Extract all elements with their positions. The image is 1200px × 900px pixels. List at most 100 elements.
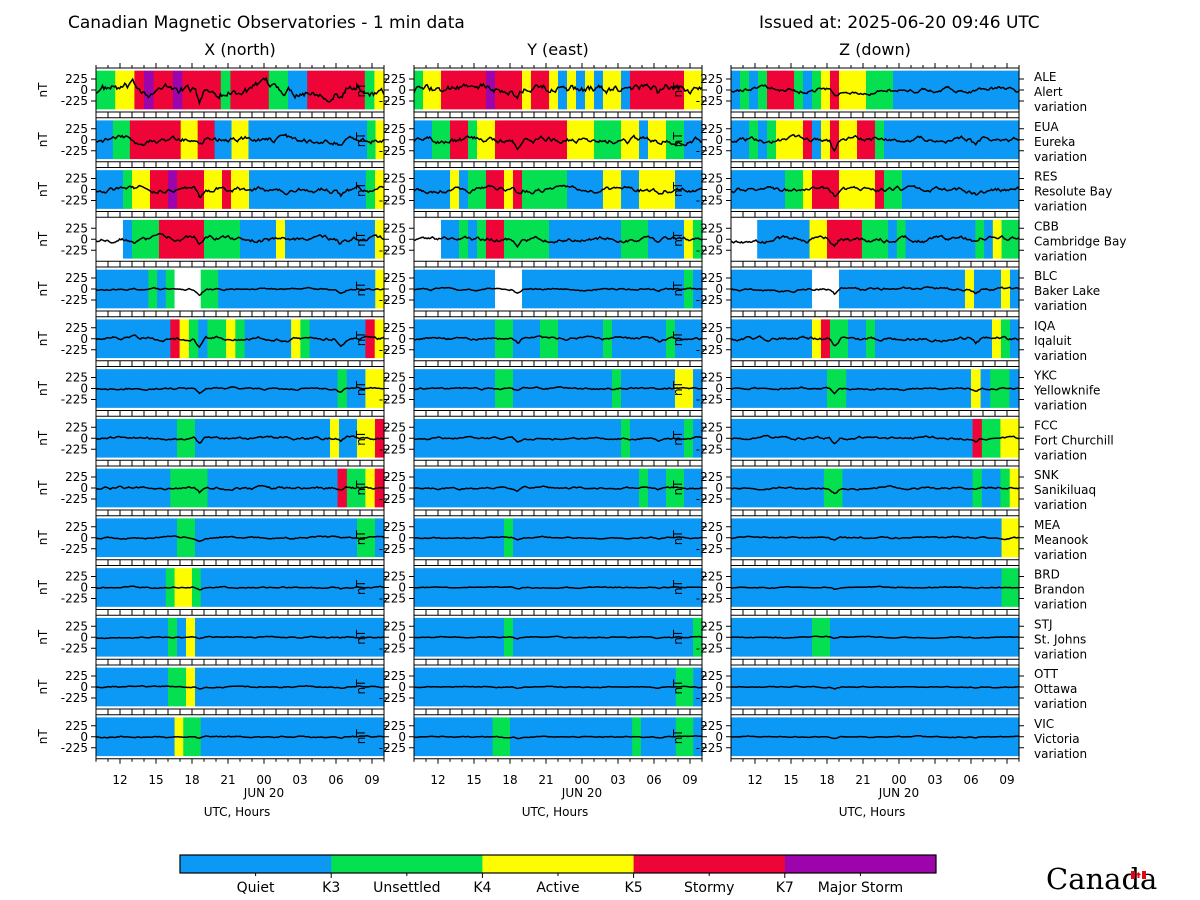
activity-band — [783, 219, 793, 259]
activity-band — [486, 120, 496, 160]
activity-band — [105, 468, 116, 508]
y-tick-label: 225 — [383, 520, 406, 534]
y-tick-label: 225 — [383, 669, 406, 683]
y-tick-label: 0 — [715, 630, 723, 644]
activity-band — [122, 269, 132, 309]
legend-swatch-active — [482, 855, 635, 873]
activity-band — [195, 518, 205, 558]
y-tick-label: 225 — [65, 72, 88, 86]
activity-band — [195, 219, 205, 259]
x-axis-label: UTC, Hours — [839, 805, 906, 819]
activity-band — [888, 468, 899, 508]
activity-band — [423, 120, 433, 160]
activity-band — [146, 120, 156, 160]
activity-band — [947, 120, 957, 160]
activity-band — [911, 319, 921, 359]
activity-band — [576, 170, 586, 209]
activity-band — [513, 468, 523, 508]
activity-band — [748, 518, 758, 558]
variation-trace — [730, 386, 1020, 395]
activity-band — [115, 70, 126, 110]
activity-band — [666, 120, 676, 160]
activity-band — [767, 170, 777, 209]
activity-band — [657, 319, 667, 359]
x-axis-label: UTC, Hours — [204, 805, 271, 819]
y-tick-label: -225 — [696, 243, 723, 257]
y-axis-label: nT — [354, 82, 368, 98]
activity-band — [244, 319, 255, 359]
activity-band — [200, 269, 211, 309]
activity-band — [522, 319, 532, 359]
activity-band — [684, 170, 694, 209]
activity-band — [337, 369, 348, 408]
activity-band — [339, 667, 349, 707]
activity-band — [839, 170, 849, 209]
y-axis-label: nT — [36, 380, 50, 396]
activity-band — [312, 518, 322, 558]
activity-band — [148, 568, 158, 607]
activity-band — [648, 70, 658, 110]
activity-band — [186, 170, 196, 209]
x-tick-label: 06 — [328, 773, 343, 787]
activity-band — [312, 418, 322, 458]
activity-band — [767, 269, 777, 309]
activity-band — [830, 319, 840, 359]
activity-band — [911, 120, 921, 160]
activity-band — [531, 70, 541, 110]
station-name: Baker Lake — [1034, 284, 1100, 298]
variation-trace — [95, 232, 385, 246]
activity-band — [657, 170, 667, 209]
variation-trace — [95, 184, 384, 199]
activity-band — [916, 418, 927, 458]
activity-band — [1010, 120, 1020, 160]
activity-band — [195, 617, 205, 657]
activity-band — [549, 120, 559, 160]
activity-band — [192, 568, 202, 607]
legend-label-unsettled: Unsettled — [373, 880, 440, 896]
activity-band — [148, 269, 158, 309]
station-code: OTT — [1034, 667, 1059, 681]
y-axis-label: nT — [354, 729, 368, 745]
y-tick-label: 225 — [383, 321, 406, 335]
y-tick-label: -225 — [696, 343, 723, 357]
activity-band — [853, 219, 863, 259]
activity-band — [330, 170, 340, 209]
activity-band — [630, 170, 640, 209]
variation-trace — [95, 734, 385, 740]
x-tick-label: 15 — [148, 773, 163, 787]
activity-band — [639, 219, 649, 259]
activity-band — [911, 717, 921, 757]
y-tick-label: 225 — [65, 321, 88, 335]
x-tick-label: 18 — [502, 773, 517, 787]
station-suffix: variation — [1034, 548, 1087, 562]
activity-band — [168, 518, 178, 558]
activity-band — [124, 70, 135, 110]
activity-band — [204, 219, 214, 259]
station-code: VIC — [1034, 717, 1054, 731]
activity-band — [540, 219, 550, 259]
activity-band — [195, 667, 205, 707]
y-axis-label: nT — [671, 679, 685, 695]
activity-band — [285, 518, 295, 558]
activity-band — [531, 369, 541, 408]
activity-band — [848, 269, 858, 309]
station-suffix: variation — [1034, 399, 1087, 413]
activity-band — [765, 219, 776, 259]
activity-band — [603, 170, 613, 209]
activity-band — [155, 120, 165, 160]
activity-band — [265, 120, 275, 160]
activity-band — [776, 269, 786, 309]
activity-band — [929, 319, 939, 359]
activity-band — [630, 219, 640, 259]
activity-band — [540, 70, 550, 110]
activity-band — [267, 518, 277, 558]
activity-band — [965, 70, 975, 110]
activity-band — [486, 170, 496, 209]
variation-trace — [413, 535, 703, 541]
activity-band — [123, 468, 134, 508]
x-tick-label: 00 — [891, 773, 906, 787]
activity-band — [567, 219, 577, 259]
